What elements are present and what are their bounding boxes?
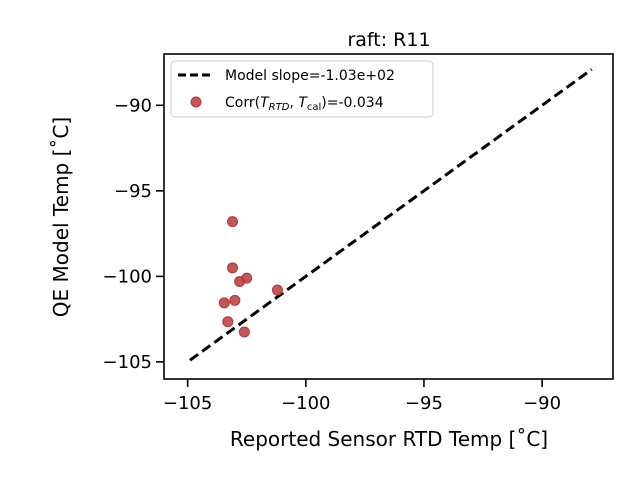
x-axis-label: Reported Sensor RTD Temp [˚C] xyxy=(230,427,548,451)
y-axis-ticks: −105 −100 −95 −90 xyxy=(103,95,164,373)
scatter-point xyxy=(271,284,283,296)
y-tick-label: −105 xyxy=(103,352,152,373)
y-axis-label: QE Model Temp [˚C] xyxy=(49,117,73,317)
plot-frame xyxy=(163,53,614,380)
scatter-point xyxy=(229,294,241,306)
legend-box xyxy=(170,60,434,118)
scatter-point xyxy=(227,262,239,274)
legend-scatter-label: Corr(TRTD, Tcal)=-0.034 xyxy=(225,95,384,113)
x-tick-label: −95 xyxy=(405,393,443,414)
scatter-point xyxy=(234,276,246,287)
series-layer xyxy=(189,68,593,362)
plot-area: −105 −100 −95 −90 −105 −100 −95 −90 xyxy=(103,53,614,414)
model-slope-line xyxy=(189,68,593,362)
scatter-point xyxy=(238,326,250,338)
chart-title: raft: R11 xyxy=(347,29,430,51)
legend-line-label: Model slope=-1.03e+02 xyxy=(225,68,395,84)
scatter-point xyxy=(222,316,234,328)
y-tick-label: −100 xyxy=(103,266,152,287)
scatter-point xyxy=(218,297,230,309)
x-axis-ticks: −105 −100 −95 −90 xyxy=(163,379,561,414)
x-tick-label: −105 xyxy=(163,393,212,414)
legend: Model slope=-1.03e+02 Corr(TRTD, Tcal)=-… xyxy=(170,60,434,118)
x-tick-label: −100 xyxy=(281,393,330,414)
y-tick-label: −90 xyxy=(114,95,152,116)
legend-scatter-swatch xyxy=(190,96,202,108)
x-tick-label: −90 xyxy=(523,393,561,414)
scatter-point xyxy=(227,216,239,228)
y-tick-label: −95 xyxy=(114,181,152,202)
